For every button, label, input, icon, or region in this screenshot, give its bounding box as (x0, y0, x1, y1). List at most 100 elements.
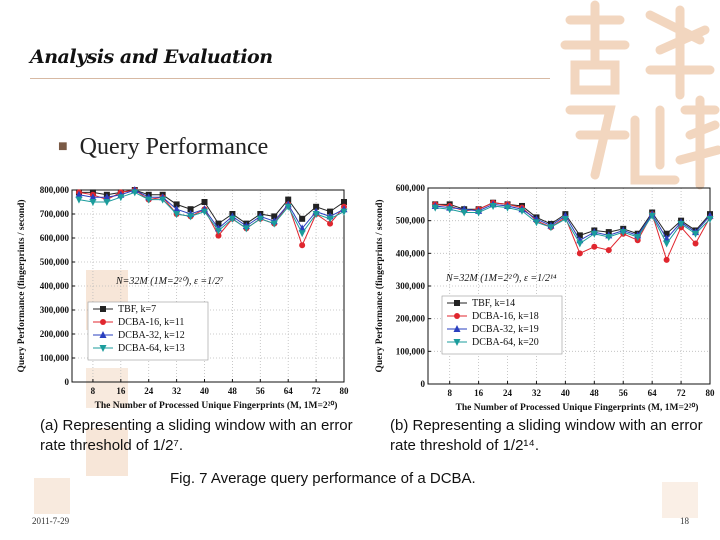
charta-legend-marker-dcba16 (100, 319, 106, 325)
charta-legend-marker-tbf (100, 306, 106, 312)
square-bullet-icon: ■ (58, 138, 68, 155)
chartb-y-tick-label: 100,000 (396, 346, 426, 356)
charta-point-dcba64 (228, 215, 236, 223)
charta-point-tbf (313, 203, 320, 210)
chartb-point-dcba64 (605, 234, 613, 241)
right-stamp-icon (662, 482, 698, 518)
chartb-point-dcba16 (591, 243, 598, 250)
chartb-point-dcba64 (446, 206, 454, 214)
calligraphy-watermark-icon (560, 0, 720, 190)
charta-x-tick-label: 48 (228, 386, 238, 396)
charta-point-dcba64 (214, 227, 222, 235)
title-divider (30, 78, 550, 79)
charta-point-dcba64 (145, 196, 153, 204)
chartb-point-tbf (663, 230, 670, 237)
charta-point-dcba64 (201, 208, 209, 216)
charta-point-dcba64 (131, 189, 139, 197)
chartb-x-axis-label: The Number of Processed Unique Fingerpri… (456, 402, 699, 413)
charta-legend-label-tbf: TBF, k=7 (118, 304, 156, 315)
charta-x-tick-label: 40 (200, 386, 210, 396)
charta-point-dcba64 (312, 211, 320, 218)
charta-y-tick-label: 700,000 (40, 209, 70, 219)
chartb-legend-label-tbf: TBF, k=14 (472, 298, 515, 309)
chartb-point-dcba64 (518, 207, 526, 215)
charta-point-dcba64 (103, 199, 111, 206)
charta-point-dcba64 (242, 225, 250, 233)
charta-point-dcba16 (327, 220, 334, 227)
charta-y-tick-label: 400,000 (40, 281, 70, 291)
charta-point-dcba32 (173, 205, 181, 213)
charta-series-line-dcba32 (78, 189, 345, 230)
charta-x-tick-label: 32 (172, 386, 182, 396)
charta-x-axis-label: The Number of Processed Unique Fingerpri… (95, 400, 338, 411)
charta-y-tick-label: 800,000 (40, 185, 70, 195)
chartb-point-dcba64 (532, 219, 540, 227)
chartb-x-tick-label: 8 (447, 388, 452, 398)
figure-caption: Fig. 7 Average query performance of a DC… (170, 470, 476, 487)
chartb-y-tick-label: 300,000 (396, 281, 426, 291)
charta-point-dcba64 (256, 215, 264, 223)
chartb-point-dcba64 (706, 216, 714, 224)
corner-stamp-icon (34, 478, 70, 514)
charta-x-tick-label: 24 (144, 386, 154, 396)
charta-legend-marker-dcba64 (99, 345, 107, 352)
bullet-text: Query Performance (79, 134, 269, 160)
charta-x-tick-label: 8 (91, 386, 96, 396)
charta-y-tick-label: 300,000 (40, 305, 70, 315)
charta-x-tick-label: 56 (256, 386, 266, 396)
charta-point-dcba32 (75, 190, 83, 198)
chartb-point-dcba16 (605, 247, 612, 254)
chartb-point-tbf (576, 232, 583, 239)
charta-legend-box (87, 301, 209, 361)
charta-point-dcba16 (215, 232, 222, 239)
chartb-legend-marker-dcba32 (453, 325, 461, 332)
charta-point-tbf (327, 208, 334, 215)
subfigure-caption-b: (b) Representing a sliding window with a… (390, 417, 703, 454)
chart-panel-b: 0 100,000 200,000 300,000 400,000 500,000 600,… (360, 176, 715, 416)
charta-point-tbf (285, 196, 292, 203)
charta-point-dcba64 (75, 196, 83, 204)
chartb-legend-marker-dcba64 (453, 339, 461, 346)
chartb-y-axis-label: Query Performance (fingerprints / second… (374, 199, 385, 372)
chartb-point-dcba64 (663, 240, 671, 248)
chartb-legend-box (441, 295, 563, 355)
chartb-point-dcba16 (576, 250, 583, 257)
chartb-point-dcba64 (634, 234, 642, 241)
charta-point-tbf (271, 213, 278, 220)
charta-y-axis-label: Query Performance (fingerprints / second… (16, 199, 27, 372)
chartb-point-dcba64 (677, 220, 685, 228)
chart-a: 0 100,000 200,000 300,000 400,000 500,000 600,… (16, 185, 350, 411)
chartb-point-dcba64 (489, 202, 497, 210)
chartb-x-tick-label: 40 (561, 388, 571, 398)
charta-point-dcba32 (89, 193, 97, 201)
chartb-x-tick-label: 16 (474, 388, 484, 398)
charta-point-tbf (173, 201, 180, 208)
charta-x-tick-label: 80 (340, 386, 350, 396)
chartb-point-dcba64 (576, 240, 584, 248)
chartb-point-dcba16 (663, 256, 670, 263)
chartb-point-dcba64 (547, 224, 555, 232)
charta-point-dcba64 (173, 211, 181, 218)
chartb-x-tick-label: 72 (677, 388, 687, 398)
charta-point-dcba32 (103, 193, 111, 201)
chartb-legend-marker-tbf (454, 300, 460, 306)
charta-y-tick-label: 200,000 (40, 329, 70, 339)
chartb-point-dcba64 (619, 229, 627, 237)
chartb-point-dcba64 (431, 204, 439, 212)
chartb-legend-marker-dcba16 (454, 313, 460, 319)
charta-x-tick-label: 64 (284, 386, 294, 396)
slide-title: Analysis and Evaluation (30, 46, 273, 68)
charta-legend-label-dcba64: DCBA-64, k=13 (118, 343, 185, 354)
chartb-y-tick-label: 600,000 (396, 183, 426, 193)
charta-point-dcba64 (284, 203, 292, 211)
charta-point-dcba16 (299, 242, 306, 249)
charta-y-tick-label: 0 (65, 377, 70, 387)
chartb-x-tick-label: 80 (706, 388, 716, 398)
chartb-point-dcba64 (460, 209, 468, 217)
chartb-legend-label-dcba64: DCBA-64, k=20 (472, 337, 539, 348)
charta-point-tbf (215, 220, 222, 227)
chartb-point-dcba16 (692, 240, 699, 247)
chartb-point-dcba64 (504, 204, 512, 212)
charta-point-tbf (299, 215, 306, 222)
charta-legend-label-dcba16: DCBA-16, k=11 (118, 317, 184, 328)
